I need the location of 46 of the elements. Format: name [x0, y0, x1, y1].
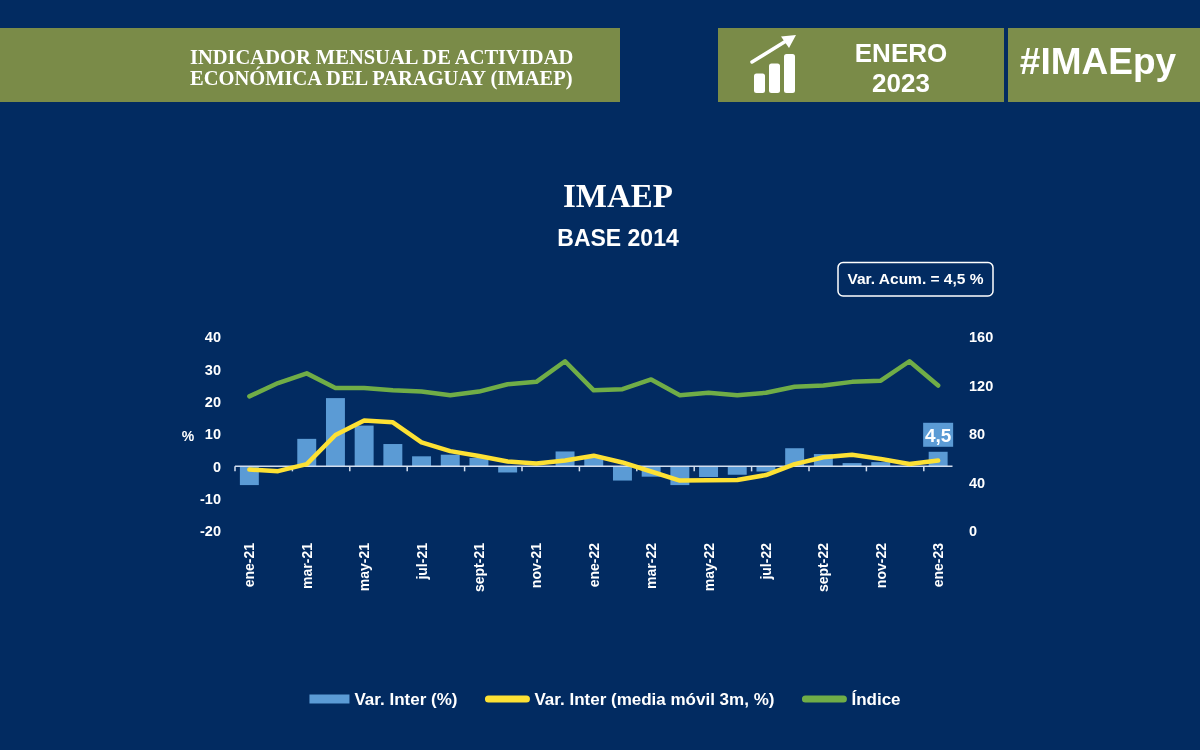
y-tick-label: 30 [204, 361, 221, 378]
x-tick-label: nov-22 [872, 542, 889, 589]
y-tick-label: -20 [200, 523, 221, 540]
bar [325, 398, 345, 467]
bar [871, 462, 891, 467]
x-tick-label: sept-21 [470, 542, 487, 593]
y2-tick-label: 0 [969, 523, 978, 540]
x-tick-label: jul-21 [413, 542, 430, 581]
x-tick-label: ene-21 [241, 542, 258, 588]
y-tick-label: 0 [212, 458, 221, 475]
x-tick-label: mar-21 [298, 542, 315, 589]
bar [612, 466, 632, 481]
x-tick-label: may-22 [700, 542, 717, 592]
x-tick-label: ene-22 [585, 542, 602, 588]
y2-tick-label: 80 [969, 426, 986, 443]
bar [727, 466, 747, 475]
legend-label: Var. Inter (%) [354, 690, 458, 710]
x-tick-label: nov-21 [528, 542, 545, 589]
y-tick-label: -10 [200, 490, 221, 507]
y2-tick-label: 120 [969, 377, 994, 394]
bar [699, 466, 719, 477]
bar [412, 456, 432, 467]
y-tick-label: 40 [204, 329, 221, 346]
x-tick-label: mar-22 [643, 542, 660, 589]
y2-tick-label: 40 [969, 474, 986, 491]
text: ENERO 2023 [854, 38, 948, 98]
chart-title: IMAEP [563, 178, 673, 214]
y-tick-label: 20 [204, 393, 221, 410]
x-tick-label: ene-23 [930, 542, 947, 588]
x-tick-label: may-21 [356, 542, 373, 592]
y2-tick-label: 160 [969, 329, 994, 346]
chart-subtitle: BASE 2014 [557, 225, 679, 251]
x-tick-label: jul-22 [757, 542, 774, 581]
x-tick-label: sept-22 [815, 542, 832, 593]
bar [383, 444, 403, 467]
y-axis-title: % [181, 428, 195, 445]
bar [440, 454, 460, 467]
legend-label: Índice [851, 690, 901, 710]
text: #IMAEpy [1019, 41, 1177, 82]
legend-label: Var. Inter (media móvil 3m, %) [534, 690, 775, 710]
text: INDICADOR MENSUAL DE ACTIVIDAD ECONÓMICA DEL PARAGUAY (IMAEP) [190, 46, 574, 90]
bar [354, 425, 374, 467]
line-series [247, 359, 941, 399]
text: Var. Acum. = 4,5 % [847, 270, 984, 287]
y-tick-label: 10 [204, 426, 221, 443]
bar [842, 463, 862, 467]
